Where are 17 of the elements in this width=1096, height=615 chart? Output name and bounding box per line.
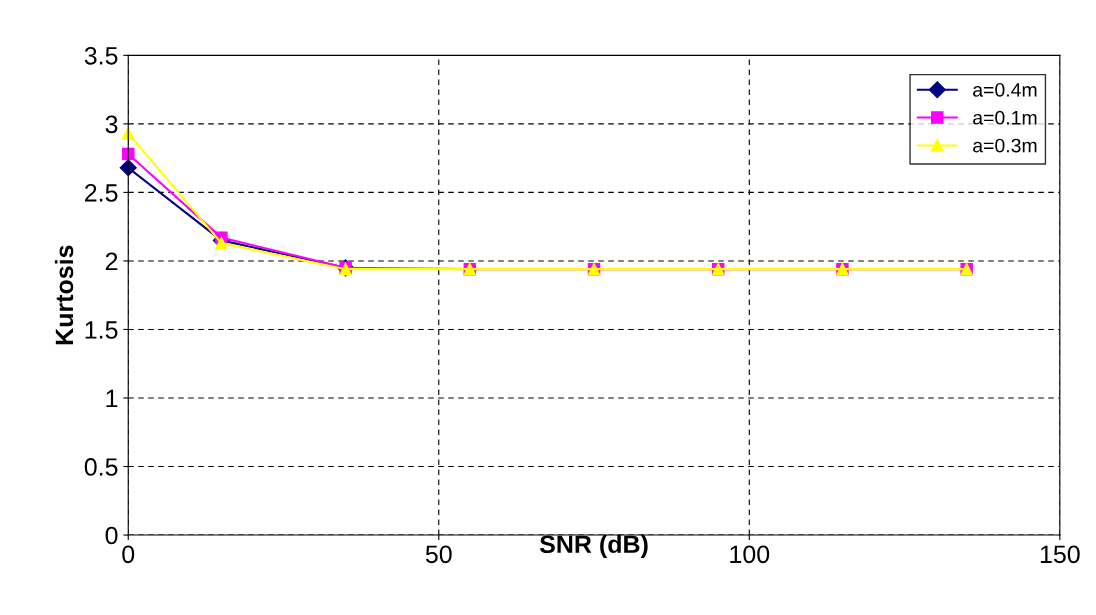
legend-label: a=0.4m	[973, 82, 1037, 97]
y-tick-label: 0	[105, 526, 118, 545]
x-tick-label: 150	[1040, 545, 1080, 564]
y-tick-label: 1	[106, 389, 118, 408]
x-axis-title: SNR (dB)	[539, 534, 648, 559]
legend-label: a=0.3m	[973, 138, 1037, 153]
y-tick-label: 3.5	[84, 46, 118, 65]
y-tick-label: 0.5	[84, 458, 118, 476]
y-tick-label: 1.5	[85, 321, 118, 339]
x-tick-label: 100	[730, 545, 770, 564]
y-tick-label: 3	[105, 115, 118, 134]
x-tick-label: 50	[425, 545, 452, 564]
y-axis-title: Kurtosis	[54, 245, 74, 345]
x-tick-label: 0	[122, 545, 135, 564]
y-tick-label: 2	[105, 252, 118, 270]
legend-label: a=0.1m	[973, 110, 1037, 125]
y-tick-label: 2.5	[85, 184, 118, 202]
